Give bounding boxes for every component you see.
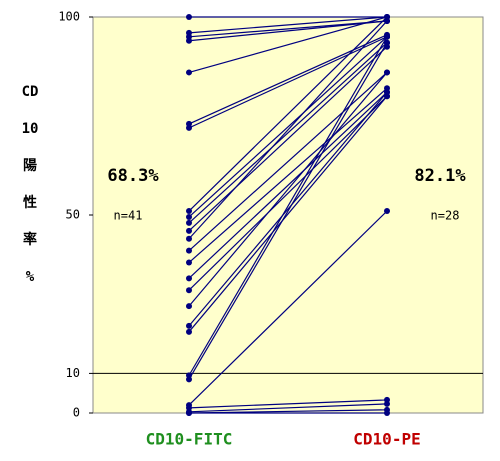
y-axis-label: 率 [23,231,37,248]
y-axis-label: % [26,269,35,285]
pair-line [188,91,388,279]
pair-line [188,42,388,380]
pair-line [188,20,388,240]
point [384,33,390,40]
point [186,219,192,226]
x-tick-label: CD10-FITC [146,430,233,449]
y-tick-label: 10 [66,366,80,380]
point [186,247,192,254]
pair-line [188,36,388,129]
y-tick-label: 0 [73,406,80,420]
point [186,410,192,416]
x-tick-label: CD10-PE [353,430,420,449]
point [186,124,192,131]
point [384,39,390,46]
point [186,287,192,294]
point [186,69,192,76]
annotation: 68.3% [107,166,159,186]
y-axis-label: 性 [23,194,37,211]
point [186,303,192,310]
pair-line [188,36,388,376]
pair-line [188,46,388,232]
annotation: 82.1% [414,166,466,186]
point [186,259,192,266]
point [186,322,192,329]
pair-line [188,16,388,212]
pair-line [188,36,388,218]
pair-line [188,42,388,224]
pair-line [188,72,388,307]
pair-line [188,403,388,413]
pair-line [188,399,388,409]
pair-line [188,16,388,34]
y-tick-label: 100 [58,10,80,24]
pair-line [188,20,388,42]
point [384,17,390,24]
point [186,227,192,234]
y-axis-label: CD [22,84,39,100]
point [186,37,192,44]
pair-line [188,91,388,327]
point [186,213,192,220]
pair-line [188,87,388,263]
pair-line [188,95,388,291]
pair-line [188,16,388,74]
annotation-n: n=41 [114,209,143,223]
y-axis-label: 10 [22,121,39,137]
point [384,400,390,407]
pair-line [188,71,388,252]
point [384,410,390,416]
point [186,275,192,282]
pair-line [188,95,388,333]
point [384,208,390,215]
y-tick-label: 50 [66,208,80,222]
y-axis-label: 陽 [23,157,37,174]
point [186,235,192,242]
point [186,328,192,335]
plot-area [92,16,484,414]
point [186,14,192,20]
point [186,376,192,383]
annotation-n: n=28 [431,209,460,223]
point [384,93,390,100]
pair-line [188,210,388,406]
point [384,69,390,76]
point [186,208,192,215]
pair-line [188,20,388,38]
